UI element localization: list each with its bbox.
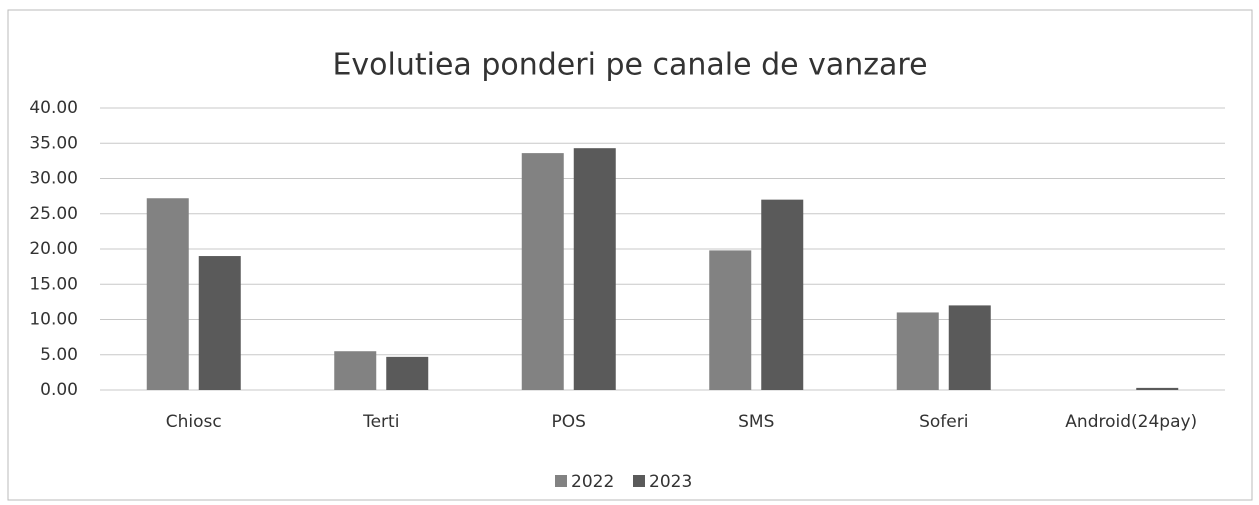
y-tick-label: 40.00 — [29, 98, 78, 118]
legend-swatch — [633, 475, 645, 487]
bar — [709, 250, 752, 390]
y-tick-label: 10.00 — [29, 310, 78, 330]
legend-label: 2022 — [571, 472, 614, 492]
x-tick-label: SMS — [738, 412, 774, 432]
legend-swatch — [555, 475, 567, 487]
y-tick-label: 25.00 — [29, 204, 78, 224]
bar — [198, 256, 241, 390]
y-tick-label: 35.00 — [29, 133, 78, 153]
bar — [334, 351, 377, 390]
x-tick-label: Soferi — [919, 412, 968, 432]
bar — [386, 356, 429, 390]
bar — [896, 312, 939, 390]
legend-label: 2023 — [649, 472, 692, 492]
x-tick-label: Chiosc — [166, 412, 222, 432]
bar — [761, 199, 804, 390]
chart-title: Evolutiea ponderi pe canale de vanzare — [332, 48, 927, 83]
y-tick-label: 30.00 — [29, 169, 78, 189]
y-tick-label: 15.00 — [29, 274, 78, 294]
bar — [521, 153, 564, 390]
y-tick-label: 20.00 — [29, 239, 78, 259]
x-tick-label: POS — [552, 412, 586, 432]
chart-frame — [7, 9, 1253, 501]
x-tick-label: Android(24pay) — [1065, 412, 1197, 432]
bar — [146, 198, 189, 390]
bar — [573, 148, 616, 390]
y-tick-label: 0.00 — [40, 380, 78, 400]
bar — [1136, 387, 1179, 390]
y-tick-label: 5.00 — [40, 345, 78, 365]
x-tick-label: Terti — [362, 412, 399, 432]
bar — [948, 305, 991, 390]
